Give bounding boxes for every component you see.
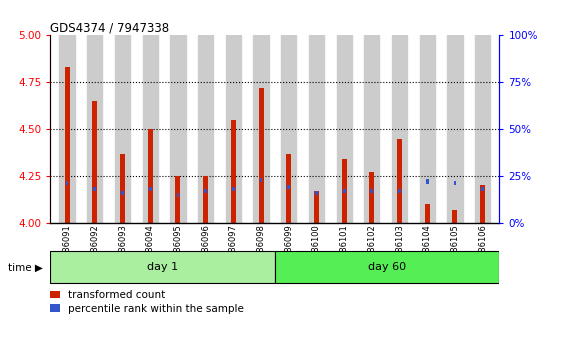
Bar (447, 35, 463, 223)
Bar (198, 35, 213, 223)
Bar (453, 210, 457, 223)
Bar (66, 181, 68, 185)
Bar (480, 185, 485, 223)
Bar (398, 189, 401, 193)
Bar (364, 35, 379, 223)
Bar (254, 35, 269, 223)
Bar (121, 191, 124, 195)
Bar (315, 191, 318, 195)
Bar (176, 176, 181, 223)
Bar (370, 189, 373, 193)
FancyBboxPatch shape (50, 251, 275, 283)
Text: time ▶: time ▶ (8, 262, 43, 272)
Text: GDS4374 / 7947338: GDS4374 / 7947338 (50, 21, 169, 34)
Legend: transformed count, percentile rank within the sample: transformed count, percentile rank withi… (50, 290, 244, 314)
Bar (115, 35, 130, 223)
Bar (369, 172, 374, 223)
Bar (286, 154, 291, 223)
Bar (204, 189, 207, 193)
Bar (314, 191, 319, 223)
Bar (65, 67, 70, 223)
Bar (287, 185, 290, 189)
Bar (397, 138, 402, 223)
Bar (309, 35, 324, 223)
Text: day 1: day 1 (147, 262, 178, 272)
Bar (260, 178, 263, 182)
Bar (343, 189, 346, 193)
Bar (342, 159, 347, 223)
Bar (392, 35, 407, 223)
Bar (120, 154, 125, 223)
Bar (259, 88, 264, 223)
Bar (420, 35, 435, 223)
Bar (454, 181, 456, 185)
Bar (59, 35, 75, 223)
Bar (475, 35, 490, 223)
Bar (149, 187, 151, 191)
Bar (87, 35, 103, 223)
Bar (177, 193, 180, 197)
Bar (426, 179, 429, 184)
Bar (232, 187, 234, 191)
Bar (93, 101, 97, 223)
Bar (171, 35, 186, 223)
Bar (337, 35, 352, 223)
Bar (425, 204, 430, 223)
Bar (281, 35, 296, 223)
Bar (203, 176, 208, 223)
Bar (481, 187, 484, 191)
Bar (226, 35, 241, 223)
Bar (94, 187, 96, 191)
Bar (231, 120, 236, 223)
Bar (142, 35, 158, 223)
Bar (148, 129, 153, 223)
FancyBboxPatch shape (275, 251, 499, 283)
Text: day 60: day 60 (368, 262, 406, 272)
